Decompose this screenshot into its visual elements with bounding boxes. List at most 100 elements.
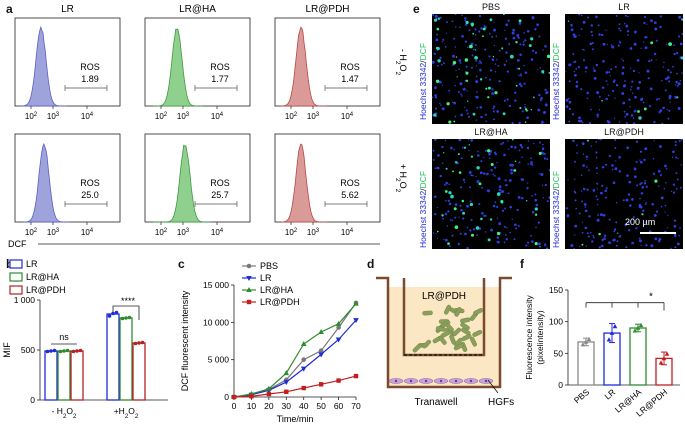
y-axis-label: MIF xyxy=(2,342,12,358)
dcf-signal-dot xyxy=(472,32,475,35)
nucleus-dot xyxy=(633,167,637,171)
significance-annotation: **** xyxy=(121,296,136,306)
bacteria-rod xyxy=(412,343,422,353)
x-category-label-mid: O xyxy=(128,406,135,416)
nucleus-dot xyxy=(583,202,587,206)
nucleus-dot xyxy=(441,84,444,87)
nucleus-dot xyxy=(527,163,529,165)
ns-annotation: ns xyxy=(59,332,69,342)
nucleus-dot xyxy=(519,143,523,147)
nucleus-dot xyxy=(521,110,524,113)
significance-annotation: * xyxy=(649,292,653,303)
x-tick-exp: 3 xyxy=(56,228,60,234)
nucleus-dot xyxy=(582,153,585,155)
stain-blue: Hoechst 33342 xyxy=(418,62,428,120)
nucleus-dot xyxy=(603,234,607,237)
panel-label-e: e xyxy=(413,2,420,16)
series-line xyxy=(233,375,357,398)
nucleus-dot xyxy=(650,19,653,23)
nucleus-dot xyxy=(454,46,457,48)
nucleus-dot xyxy=(478,14,482,18)
nucleus-dot xyxy=(595,167,598,170)
nucleus-dot xyxy=(653,121,656,124)
nucleus-dot xyxy=(460,93,463,96)
nucleus-dot xyxy=(679,186,682,189)
nucleus-dot xyxy=(667,76,670,79)
nucleus-dot xyxy=(573,178,576,180)
nucleus-dot xyxy=(596,182,599,185)
nucleus-dot xyxy=(508,104,512,108)
nucleus-dot xyxy=(618,170,622,173)
nucleus-dot xyxy=(670,247,672,249)
nucleus-dot xyxy=(593,69,596,73)
nucleus-dot xyxy=(655,39,658,42)
nucleus-dot xyxy=(587,16,589,19)
nucleus-dot xyxy=(544,103,548,107)
dcf-signal-dot xyxy=(464,58,469,62)
nucleus-dot xyxy=(574,224,578,228)
nucleus-dot xyxy=(655,59,657,61)
nucleus-dot xyxy=(508,148,510,150)
nucleus-dot xyxy=(475,59,478,62)
nucleus-dot xyxy=(530,234,532,237)
nucleus-dot xyxy=(461,14,463,17)
nucleus-dot xyxy=(541,147,545,150)
ros-value: 1.47 xyxy=(341,74,359,84)
nucleus-dot xyxy=(518,161,521,164)
nucleus-dot xyxy=(444,238,448,242)
nucleus-dot xyxy=(659,25,662,29)
series-line xyxy=(233,303,357,398)
nucleus-dot xyxy=(478,60,481,63)
stain-green: DCF xyxy=(418,170,428,189)
line-marker xyxy=(318,352,324,358)
x-category-label-mid: O xyxy=(66,406,73,416)
nucleus-dot xyxy=(474,33,477,36)
nucleus-dot xyxy=(504,234,507,236)
nucleus-dot xyxy=(631,80,634,83)
histogram-peak xyxy=(153,28,203,107)
nucleus-dot xyxy=(476,91,478,93)
nucleus-dot xyxy=(604,196,607,199)
histogram-peak xyxy=(280,143,327,223)
nucleus-dot xyxy=(513,238,516,241)
nucleus-dot xyxy=(596,218,600,222)
nucleus-dot xyxy=(634,95,637,99)
nucleus-dot xyxy=(504,179,507,182)
x-tick-base: 10 xyxy=(81,228,90,237)
nucleus-dot xyxy=(495,153,497,156)
nucleus-dot xyxy=(586,158,588,161)
nucleus-dot xyxy=(474,44,477,47)
dcf-signal-dot xyxy=(494,91,498,95)
nucleus-dot xyxy=(517,195,521,199)
nucleus-dot xyxy=(453,148,455,151)
row-label-h2o2-sub2: 2 xyxy=(395,72,402,76)
nucleus-dot xyxy=(627,34,629,36)
nucleus-dot xyxy=(521,196,524,200)
dcf-signal-dot xyxy=(476,166,480,170)
x-tick-label: 104 xyxy=(211,112,224,121)
nucleus-dot xyxy=(602,213,606,217)
nucleus-dot xyxy=(544,243,547,246)
nucleus-dot xyxy=(625,198,629,202)
nucleus-dot xyxy=(434,167,437,170)
nucleus-dot xyxy=(544,183,547,187)
nucleus-dot xyxy=(496,58,498,61)
nucleus-dot xyxy=(516,33,520,37)
dcf-signal-dot xyxy=(541,70,545,74)
nucleus-dot xyxy=(605,97,608,101)
nucleus-dot xyxy=(627,193,631,196)
nucleus-dot xyxy=(546,158,549,161)
nucleus-dot xyxy=(630,114,634,117)
nucleus-dot xyxy=(435,233,437,235)
data-point xyxy=(606,337,612,342)
micro-image-lr xyxy=(565,14,683,124)
nucleus-dot xyxy=(638,81,642,84)
dcf-signal-dot xyxy=(453,120,456,123)
dcf-signal-dot xyxy=(530,108,533,111)
significance-bracket xyxy=(112,305,140,320)
dcf-signal-dot xyxy=(480,217,483,221)
nucleus-dot xyxy=(596,113,599,116)
nucleus-dot xyxy=(572,113,575,116)
nucleus-dot xyxy=(483,172,486,175)
nucleus-dot xyxy=(433,52,436,56)
